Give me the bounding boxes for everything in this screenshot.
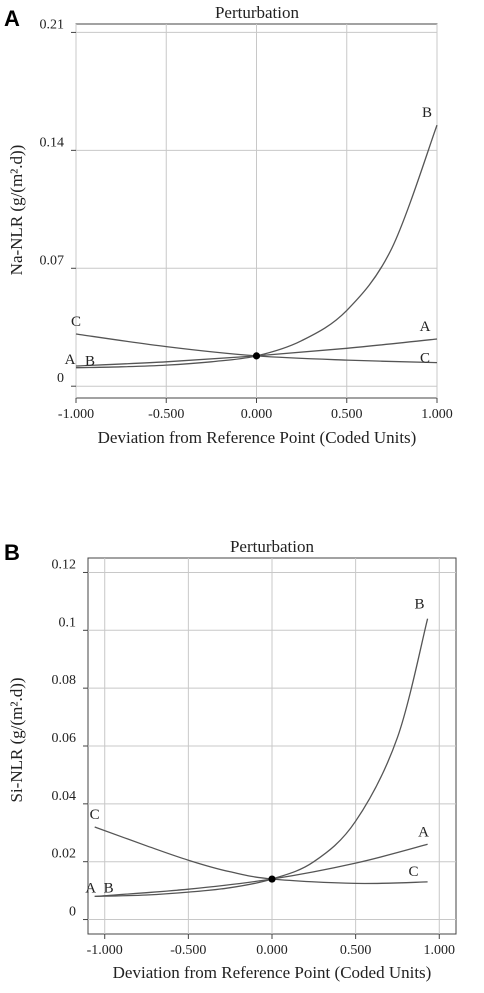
grid bbox=[75, 24, 438, 398]
series-label-a-start: A bbox=[65, 352, 76, 368]
y-tick-label: 0 bbox=[57, 371, 64, 386]
x-tick-label: -0.500 bbox=[148, 407, 184, 422]
chart-title: Perturbation bbox=[215, 3, 300, 22]
y-axis-ticks: 0 0.07 0.14 0.21 bbox=[40, 17, 76, 387]
series-label-b-end: B bbox=[415, 597, 425, 613]
x-tick-label: -1.000 bbox=[58, 407, 94, 422]
series-label-a-start: A bbox=[85, 880, 96, 896]
x-tick-label: -1.000 bbox=[87, 943, 123, 958]
series-label-c-end: C bbox=[409, 864, 419, 880]
y-tick-label: 0.14 bbox=[40, 135, 65, 150]
y-tick-label: 0.08 bbox=[52, 673, 77, 688]
series-line-b bbox=[75, 124, 438, 369]
y-tick-label: 0 bbox=[69, 905, 76, 920]
grid bbox=[88, 558, 456, 934]
chart-title: Perturbation bbox=[230, 537, 315, 556]
series-label-c-start: C bbox=[90, 807, 100, 823]
x-axis-label: Deviation from Reference Point (Coded Un… bbox=[98, 428, 417, 447]
y-axis-label: Na-NLR (g/(m².d)) bbox=[7, 145, 26, 276]
y-tick-label: 0.1 bbox=[59, 615, 77, 630]
series-label-b-start: B bbox=[104, 880, 114, 896]
series-label-c-start: C bbox=[71, 314, 81, 330]
x-tick-label: 1.000 bbox=[424, 943, 456, 958]
panel-a: A Perturbation 0 0.07 0.14 0.21 -1.000 -0.50… bbox=[4, 3, 453, 447]
x-axis-label: Deviation from Reference Point (Coded Un… bbox=[113, 963, 432, 982]
y-axis-label: Si-NLR (g/(m².d)) bbox=[7, 677, 26, 802]
panel-letter: B bbox=[4, 540, 20, 565]
series-lines bbox=[75, 124, 438, 369]
x-tick-label: 0.000 bbox=[241, 407, 273, 422]
reference-point bbox=[252, 352, 261, 360]
series-line-a bbox=[94, 843, 428, 898]
y-axis-ticks: 0 0.02 0.04 0.06 0.08 0.1 0.12 bbox=[52, 557, 88, 921]
y-tick-label: 0.06 bbox=[52, 731, 77, 746]
panel-letter: A bbox=[4, 6, 20, 31]
y-tick-label: 0.02 bbox=[52, 847, 77, 862]
reference-point bbox=[268, 875, 276, 883]
series-label-a-end: A bbox=[418, 824, 429, 840]
series-label-b-start: B bbox=[85, 354, 95, 370]
x-axis-ticks: -1.000 -0.500 0.000 0.500 1.000 bbox=[87, 934, 455, 958]
y-tick-label: 0.21 bbox=[40, 17, 65, 32]
x-tick-label: 0.000 bbox=[256, 943, 288, 958]
panel-b: B Perturbation 00.020.040.060.080.10.12 … bbox=[4, 537, 457, 982]
x-axis-ticks: -1.000 -0.500 0.000 0.500 1.000 bbox=[58, 398, 453, 422]
x-tick-label: 0.500 bbox=[331, 407, 363, 422]
series-line-b bbox=[94, 618, 429, 898]
y-tick-label: 0.04 bbox=[52, 789, 77, 804]
x-tick-label: -0.500 bbox=[170, 943, 206, 958]
x-tick-label: 0.500 bbox=[340, 943, 372, 958]
x-tick-label: 1.000 bbox=[421, 407, 453, 422]
y-tick-label: 0.12 bbox=[52, 557, 77, 572]
series-label-c-end: C bbox=[420, 351, 430, 367]
series-label-a-end: A bbox=[420, 319, 431, 335]
series-line-c bbox=[94, 826, 428, 885]
series-label-b-end: B bbox=[422, 105, 432, 121]
series-lines bbox=[94, 618, 429, 898]
y-tick-label: 0.07 bbox=[40, 253, 65, 268]
